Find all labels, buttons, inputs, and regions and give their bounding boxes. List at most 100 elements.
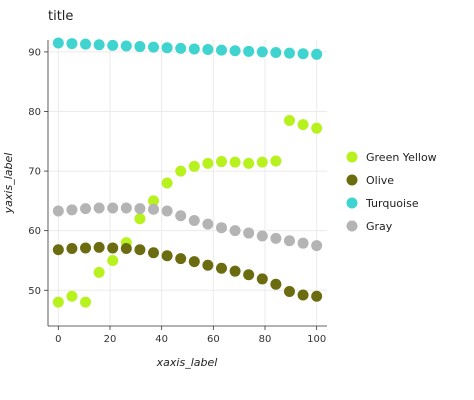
olive-point	[66, 243, 78, 255]
turquoise-point	[52, 37, 64, 49]
x-tick-label: 40	[155, 334, 168, 345]
olive-point	[229, 265, 241, 277]
gray-point	[93, 202, 105, 214]
legend-label-green-yellow: Green Yellow	[366, 151, 437, 164]
turquoise-point	[215, 44, 227, 56]
olive-point	[175, 253, 187, 265]
plot-background	[48, 40, 327, 326]
turquoise-point	[270, 47, 282, 59]
turquoise-point	[202, 44, 214, 56]
olive-point	[243, 269, 255, 281]
turquoise-point	[188, 43, 200, 55]
turquoise-point	[120, 40, 132, 52]
green-yellow-point	[311, 122, 323, 134]
turquoise-point	[134, 41, 146, 53]
olive-point	[202, 259, 214, 271]
x-tick-label: 0	[55, 334, 61, 345]
green-yellow-point	[283, 114, 295, 126]
legend-label-gray: Gray	[366, 220, 393, 233]
turquoise-point	[175, 42, 187, 54]
legend: Green Yellow Olive Turquoise Gray	[346, 151, 437, 233]
turquoise-point	[93, 39, 105, 51]
gray-point	[80, 203, 92, 215]
olive-point	[311, 290, 323, 302]
turquoise-point	[66, 38, 78, 50]
gray-point	[188, 215, 200, 227]
turquoise-point	[297, 48, 309, 60]
x-tick-label: 100	[307, 334, 326, 345]
olive-point	[283, 285, 295, 297]
y-tick-label: 80	[28, 107, 41, 118]
grid	[48, 40, 327, 326]
gray-point	[229, 225, 241, 237]
turquoise-point	[107, 39, 119, 51]
legend-key-olive	[346, 174, 358, 186]
gray-point	[311, 240, 323, 252]
legend-label-olive: Olive	[366, 174, 394, 187]
green-yellow-point	[202, 157, 214, 169]
turquoise-point	[148, 41, 160, 53]
gray-point	[243, 227, 255, 239]
series-turquoise	[52, 37, 323, 60]
x-ticks: 0 20 40 60 80 100	[55, 326, 326, 345]
legend-label-turquoise: Turquoise	[365, 197, 419, 210]
olive-point	[270, 278, 282, 290]
olive-point	[256, 273, 268, 285]
x-axis-title: xaxis_label	[156, 356, 218, 369]
green-yellow-point	[215, 156, 227, 168]
olive-point	[215, 262, 227, 274]
chart-title: title	[48, 9, 73, 24]
green-yellow-point	[256, 156, 268, 168]
series-green-yellow	[52, 114, 323, 308]
olive-point	[297, 289, 309, 301]
gray-point	[107, 202, 119, 214]
green-yellow-point	[188, 160, 200, 172]
x-tick-label: 60	[207, 334, 220, 345]
turquoise-point	[229, 45, 241, 57]
turquoise-point	[80, 38, 92, 50]
olive-point	[120, 243, 132, 255]
olive-point	[107, 242, 119, 254]
y-ticks: 50 60 70 80 90	[28, 47, 48, 297]
olive-point	[52, 244, 64, 256]
olive-point	[148, 247, 160, 259]
green-yellow-point	[297, 119, 309, 131]
olive-point	[134, 244, 146, 256]
olive-point	[188, 256, 200, 268]
gray-point	[120, 202, 132, 214]
gray-point	[215, 222, 227, 234]
y-tick-label: 50	[28, 286, 41, 297]
green-yellow-point	[148, 195, 160, 207]
y-axis-title: yaxis_label	[2, 153, 15, 215]
y-tick-label: 60	[28, 226, 41, 237]
green-yellow-point	[270, 155, 282, 167]
gray-point	[297, 237, 309, 249]
green-yellow-point	[107, 254, 119, 266]
olive-point	[161, 250, 173, 262]
turquoise-point	[311, 48, 323, 60]
gray-point	[202, 218, 214, 230]
green-yellow-point	[52, 296, 64, 308]
gray-point	[148, 203, 160, 215]
legend-key-green-yellow	[346, 151, 358, 163]
gray-point	[161, 205, 173, 217]
legend-key-turquoise	[346, 197, 358, 209]
legend-key-gray	[346, 220, 358, 232]
gray-point	[283, 235, 295, 247]
green-yellow-point	[161, 177, 173, 189]
x-tick-label: 20	[104, 334, 117, 345]
green-yellow-point	[134, 213, 146, 225]
gray-point	[175, 210, 187, 222]
green-yellow-point	[243, 157, 255, 169]
turquoise-point	[243, 45, 255, 57]
gray-point	[270, 232, 282, 244]
turquoise-point	[161, 42, 173, 54]
green-yellow-point	[175, 165, 187, 177]
gray-point	[256, 230, 268, 242]
green-yellow-point	[229, 156, 241, 168]
olive-point	[80, 242, 92, 254]
olive-point	[93, 241, 105, 253]
axes	[47, 40, 327, 327]
turquoise-point	[256, 46, 268, 58]
green-yellow-point	[66, 290, 78, 302]
